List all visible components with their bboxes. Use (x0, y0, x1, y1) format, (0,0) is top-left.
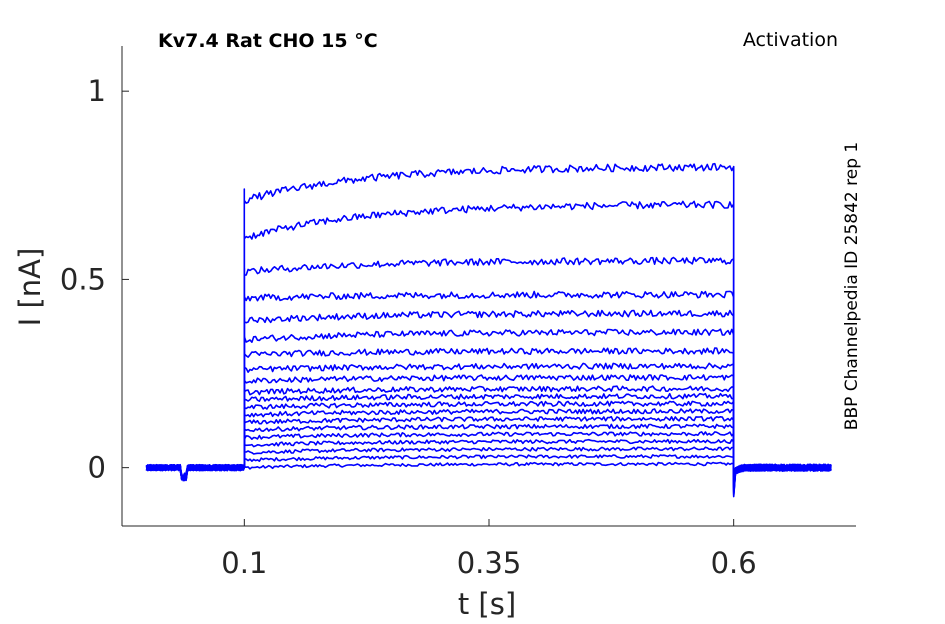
y-axis-label: I [nA] (13, 248, 47, 327)
chart-protocol-label: Activation (743, 29, 838, 51)
side-id-label: BBP Channelpedia ID 25842 rep 1 (842, 142, 862, 430)
current-trace-line (145, 162, 832, 498)
y-tick-label: 0 (88, 451, 106, 485)
y-tick-label: 1 (88, 74, 106, 108)
chart-title: Kv7.4 Rat CHO 15 °C (158, 30, 378, 52)
ticks-group: 0.1 0.35 0.6 0 0.5 1 (60, 74, 757, 580)
x-tick-label: 0.6 (711, 546, 757, 580)
y-tick-label: 0.5 (60, 262, 106, 296)
x-tick-label: 0.35 (457, 546, 522, 580)
axes-group (121, 46, 856, 527)
trace-group (145, 162, 832, 498)
x-axis-label: t [s] (458, 587, 516, 621)
x-tick-label: 0.1 (221, 546, 267, 580)
current-trace-line (145, 461, 832, 479)
